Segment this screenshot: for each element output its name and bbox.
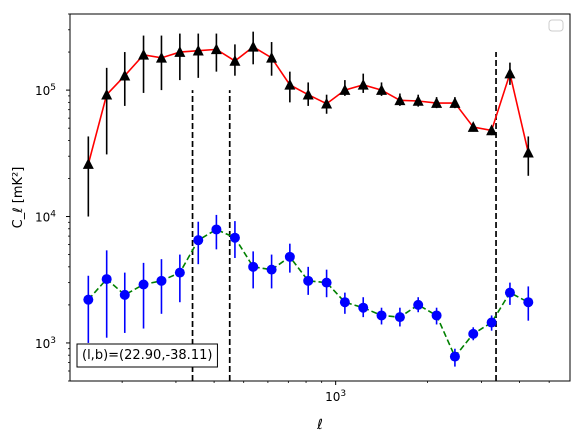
annotation-rect (76, 343, 218, 368)
x-axis-label: ℓ (316, 417, 323, 433)
data-point-triangle (155, 51, 167, 63)
series-layer (82, 31, 534, 367)
data-point-circle (266, 264, 277, 275)
vertical-lines-layer (191, 52, 497, 381)
data-point-triangle (138, 48, 150, 60)
data-point-triangle (449, 97, 461, 108)
data-point-triangle (504, 67, 516, 79)
data-point-circle (504, 287, 515, 298)
data-point-triangle (82, 158, 94, 169)
data-point-circle (229, 232, 240, 243)
data-point-circle (394, 312, 405, 323)
data-point-circle (211, 224, 222, 235)
data-point-circle (486, 317, 497, 328)
data-point-circle (284, 251, 295, 262)
data-point-triangle (210, 43, 222, 55)
data-point-triangle (339, 84, 351, 95)
data-point-circle (248, 261, 259, 272)
data-point-triangle (394, 94, 406, 106)
data-point-circle (83, 294, 94, 305)
data-point-circle (193, 235, 204, 246)
data-point-triangle (412, 95, 424, 106)
data-point-triangle (192, 44, 204, 56)
data-point-triangle (357, 78, 369, 90)
data-point-circle (138, 279, 149, 290)
data-point-triangle (119, 69, 131, 81)
data-point-circle (119, 289, 130, 300)
y-axis-label: C_ℓ [mK²] (11, 167, 26, 229)
data-point-triangle (174, 46, 186, 57)
data-point-triangle (376, 84, 388, 95)
data-point-circle (431, 310, 442, 321)
y-tick-label: 103 (35, 336, 56, 351)
data-point-circle (339, 297, 350, 308)
data-point-triangle (431, 97, 443, 108)
data-point-triangle (522, 146, 534, 158)
data-point-circle (101, 274, 112, 285)
data-point-triangle (467, 121, 479, 132)
annotation-text: (l,b)=(22.90,-38.11) (82, 348, 212, 363)
series-1 (82, 31, 534, 217)
x-tick-label: 103 (325, 389, 346, 404)
data-point-triangle (247, 40, 259, 52)
y-tick-label: 105 (35, 83, 56, 98)
data-point-circle (468, 328, 479, 339)
data-point-circle (376, 310, 387, 321)
data-point-triangle (321, 97, 333, 109)
data-point-triangle (101, 88, 113, 100)
data-point-circle (449, 351, 460, 362)
data-point-circle (156, 275, 167, 286)
data-point-circle (303, 275, 314, 286)
data-point-circle (413, 299, 424, 310)
data-point-circle (174, 267, 185, 278)
data-point-triangle (486, 124, 498, 136)
data-point-triangle (266, 51, 278, 63)
data-point-circle (523, 297, 534, 308)
data-point-triangle (229, 54, 241, 66)
legend-box (548, 19, 564, 32)
data-point-circle (321, 277, 332, 288)
data-point-triangle (302, 88, 314, 100)
data-point-circle (358, 302, 369, 313)
series-2 (83, 214, 534, 367)
y-tick-label: 104 (35, 210, 56, 225)
plot-frame (69, 13, 571, 382)
annotation-box: (l,b)=(22.90,-38.11) (76, 343, 218, 368)
data-point-triangle (284, 78, 296, 90)
